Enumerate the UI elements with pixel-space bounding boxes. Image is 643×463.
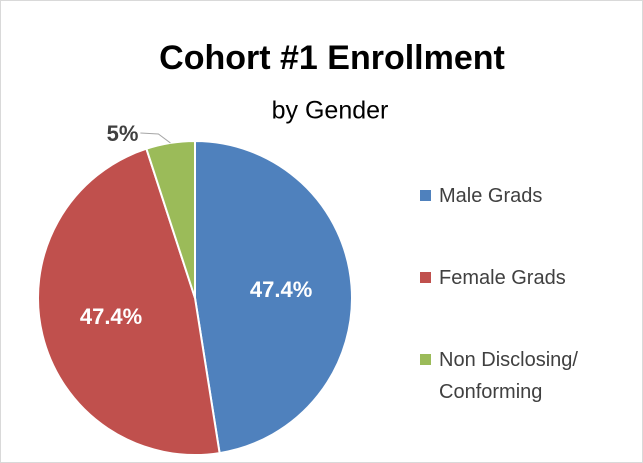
pie: 47.4% 47.4% 5%	[37, 121, 353, 456]
legend-label: Female Grads	[439, 267, 566, 289]
chart-subtitle: by Gender	[272, 97, 389, 125]
legend-swatch	[420, 272, 431, 283]
legend: Male Grads Female Grads Non Disclosing/ Co…	[420, 180, 630, 426]
data-label: 47.4%	[250, 277, 312, 302]
legend-label: Non Disclosing/ Conforming	[439, 349, 578, 403]
legend-item: Non Disclosing/ Conforming	[420, 344, 630, 426]
leader-line	[140, 132, 171, 144]
legend-label: Male Grads	[439, 185, 543, 207]
legend-item: Male Grads	[420, 180, 630, 262]
legend-swatch	[420, 190, 431, 201]
legend-item: Female Grads	[420, 262, 630, 344]
data-label: 5%	[107, 121, 139, 146]
pie-slice	[37, 147, 221, 456]
pie-slice	[145, 139, 196, 299]
data-label: 47.4%	[80, 304, 142, 329]
pie-slice	[194, 139, 353, 455]
legend-swatch	[420, 354, 431, 365]
chart-title: Cohort #1 Enrollment	[159, 39, 505, 77]
